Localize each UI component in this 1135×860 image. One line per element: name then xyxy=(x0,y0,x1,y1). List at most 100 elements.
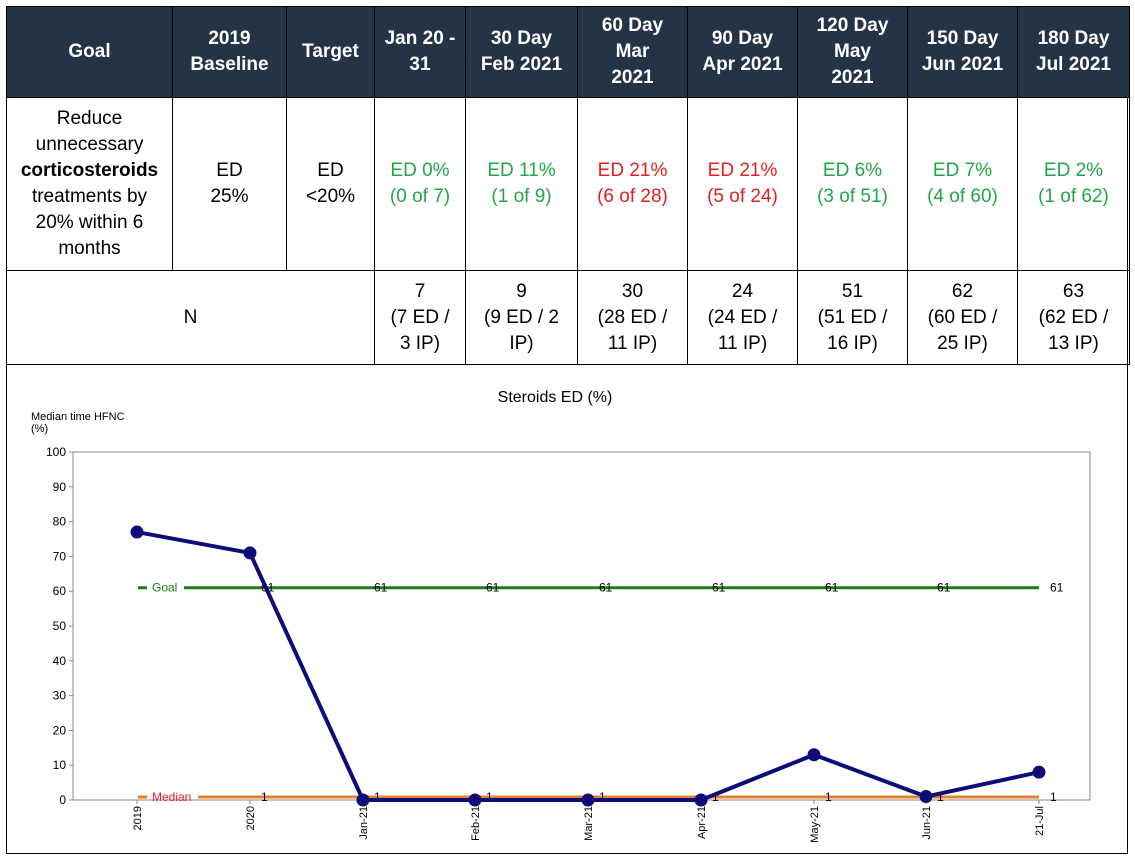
y-tick-label: 40 xyxy=(53,654,67,668)
n-detail: (60 ED / 25 IP) xyxy=(927,306,998,354)
header-period-4: 90 Day Apr 2021 xyxy=(687,6,798,98)
result-cell: ED 21% (5 of 24) xyxy=(687,97,798,271)
goal-data-label: 61 xyxy=(1050,581,1064,595)
goal-text-1: Reduce unnecessary xyxy=(35,108,144,155)
header-baseline: 2019 Baseline xyxy=(172,6,287,98)
n-value: 7 xyxy=(414,280,426,302)
steroids-data-point xyxy=(130,525,144,539)
steroids-data-point xyxy=(468,793,482,807)
steroids-data-point xyxy=(1032,765,1046,779)
y-tick-label: 90 xyxy=(53,480,67,494)
baseline-value: ED 25% xyxy=(210,160,249,207)
median-data-label: 1 xyxy=(825,790,832,804)
result-detail: (1 of 9) xyxy=(491,186,552,207)
goal-data-label: 61 xyxy=(825,581,839,595)
result-cell: ED 2% (1 of 62) xyxy=(1017,97,1130,271)
target-value: ED <20% xyxy=(305,160,356,207)
x-tick-label: 2020 xyxy=(245,806,257,830)
n-detail: (51 ED / 16 IP) xyxy=(817,306,888,354)
median-data-label: 1 xyxy=(937,790,944,804)
n-value: 51 xyxy=(841,280,864,302)
result-detail: (1 of 62) xyxy=(1038,186,1109,207)
header-row: Goal 2019 Baseline Target Jan 20 - 31 30… xyxy=(6,6,1130,98)
header-period-6: 150 Day Jun 2021 xyxy=(907,6,1018,98)
n-cell: 51 (51 ED / 16 IP) xyxy=(797,270,908,365)
n-value: 9 xyxy=(516,280,527,302)
header-period-7-text: 180 Day Jul 2021 xyxy=(1036,28,1111,75)
metrics-table: Goal 2019 Baseline Target Jan 20 - 31 30… xyxy=(6,6,1130,365)
n-cell: 62 (60 ED / 25 IP) xyxy=(907,270,1018,365)
result-cell: ED 11% (1 of 9) xyxy=(465,97,578,271)
header-period-2: 30 Day Feb 2021 xyxy=(465,6,578,98)
header-period-2-text: 30 Day Feb 2021 xyxy=(480,28,563,75)
header-period-7: 180 Day Jul 2021 xyxy=(1017,6,1130,98)
goal-data-label: 61 xyxy=(486,581,500,595)
y-tick-label: 0 xyxy=(59,793,66,807)
n-detail: (7 ED / 3 IP) xyxy=(390,306,450,354)
x-tick-label: Jun-21 xyxy=(921,806,933,840)
chart-title: Steroids ED (%) xyxy=(498,389,613,406)
n-row: N 7 (7 ED / 3 IP) 9 (9 ED / 2 IP) 30 (28 ED… xyxy=(6,270,1130,365)
median-data-label: 1 xyxy=(261,790,268,804)
x-tick-label: Jan-21 xyxy=(358,806,370,840)
steroids-data-point xyxy=(694,793,708,807)
n-cell: 24 (24 ED / 11 IP) xyxy=(687,270,798,365)
y-axis-label-line1: Median time HFNC xyxy=(31,411,125,423)
y-tick-label: 10 xyxy=(53,758,67,772)
steroids-data-point xyxy=(807,748,821,762)
goal-data-label: 61 xyxy=(374,581,388,595)
y-axis: 0 10 20 30 40 50 60 70 80 90 100 xyxy=(46,445,73,807)
n-value: 63 xyxy=(1062,280,1085,302)
n-cell: 63 (62 ED / 13 IP) xyxy=(1017,270,1130,365)
result-pct: ED 0% xyxy=(390,160,450,181)
header-period-1: Jan 20 - 31 xyxy=(374,6,466,98)
goal-text-2: treatments by 20% within 6 months xyxy=(31,186,148,259)
median-data-label: 1 xyxy=(486,790,493,804)
result-cell: ED 0% (0 of 7) xyxy=(374,97,466,271)
result-pct: ED 21% xyxy=(707,160,778,181)
median-legend-label: Median xyxy=(152,790,191,804)
result-detail: (6 of 28) xyxy=(597,186,668,207)
result-detail: (4 of 60) xyxy=(927,186,998,207)
y-axis-label-line2: (%) xyxy=(31,423,48,435)
goal-row: Reduce unnecessary corticosteroids treat… xyxy=(6,97,1130,271)
n-detail: (24 ED / 11 IP) xyxy=(707,306,778,354)
result-cell: ED 21% (6 of 28) xyxy=(577,97,688,271)
header-period-3-text: 60 Day Mar 2021 xyxy=(601,15,664,88)
median-data-label: 1 xyxy=(712,790,719,804)
goal-cell: Reduce unnecessary corticosteroids treat… xyxy=(6,97,173,271)
result-cell: ED 6% (3 of 51) xyxy=(797,97,908,271)
result-detail: (5 of 24) xyxy=(707,186,778,207)
x-axis: 2019 2020 Jan-21 Feb-21 Mar-21 Apr-21 May-21 Ju… xyxy=(132,800,1046,843)
goal-text-bold: corticosteroids xyxy=(20,160,159,181)
y-tick-label: 70 xyxy=(53,549,67,563)
n-cell: 30 (28 ED / 11 IP) xyxy=(577,270,688,365)
x-tick-label: 21-Jul xyxy=(1034,806,1046,836)
x-tick-label: May-21 xyxy=(809,806,821,843)
median-data-label: 1 xyxy=(374,790,381,804)
y-tick-label: 80 xyxy=(53,515,67,529)
x-tick-label: Feb-21 xyxy=(470,806,482,841)
n-detail: (28 ED / 11 IP) xyxy=(597,306,668,354)
header-period-4-text: 90 Day Apr 2021 xyxy=(702,28,783,75)
header-goal: Goal xyxy=(6,6,173,98)
steroids-chart: Steroids ED (%) Median time HFNC (%) 0 10 2… xyxy=(31,389,1091,843)
result-pct: ED 2% xyxy=(1043,160,1104,181)
steroids-data-point xyxy=(243,546,257,560)
goal-data-label: 61 xyxy=(712,581,726,595)
goal-legend-label: Goal xyxy=(152,581,177,595)
n-value: 24 xyxy=(731,280,754,302)
n-value: 62 xyxy=(951,280,974,302)
chart-area: Steroids ED (%) Median time HFNC (%) 0 10 2… xyxy=(6,366,1128,854)
baseline-cell: ED 25% xyxy=(172,97,287,271)
goal-data-label: 61 xyxy=(599,581,613,595)
header-baseline-text: 2019 Baseline xyxy=(190,28,269,75)
target-cell: ED <20% xyxy=(286,97,375,271)
result-detail: (0 of 7) xyxy=(389,186,451,207)
y-tick-label: 100 xyxy=(46,445,66,459)
n-label: N xyxy=(6,270,375,365)
result-cell: ED 7% (4 of 60) xyxy=(907,97,1018,271)
n-cell: 9 (9 ED / 2 IP) xyxy=(465,270,578,365)
header-period-3: 60 Day Mar 2021 xyxy=(577,6,688,98)
